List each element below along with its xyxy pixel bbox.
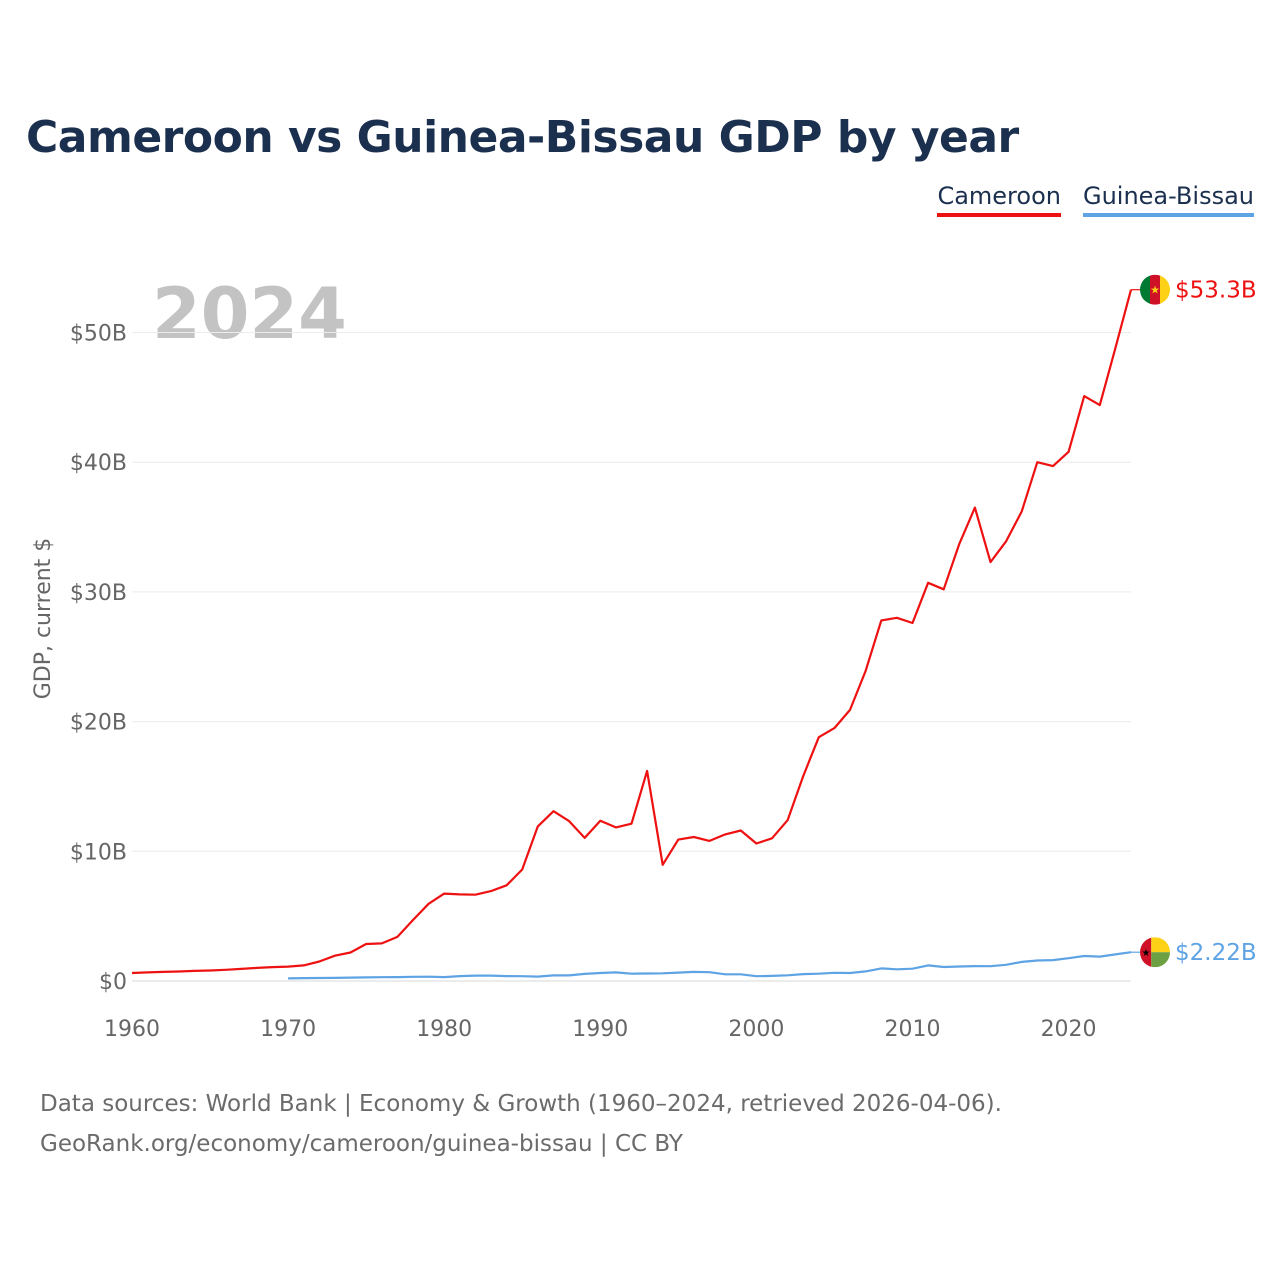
data-source-text: Data sources: World Bank | Economy & Gro…	[40, 1091, 1002, 1117]
source-url-text[interactable]: GeoRank.org/economy/cameroon/guinea-biss…	[40, 1131, 683, 1157]
y-tick-label: $20B	[70, 711, 127, 736]
x-tick-label: 1980	[416, 1017, 472, 1042]
year-watermark: 2024	[152, 273, 347, 355]
chart-title: Cameroon vs Guinea-Bissau GDP by year	[26, 112, 1019, 163]
x-tick-label: 2000	[728, 1017, 784, 1042]
series-line-guinea-bissau	[288, 951, 1132, 980]
x-tick-label: 1990	[572, 1017, 628, 1042]
guinea-bissau-flag-icon: ★	[1140, 937, 1170, 968]
footer: Data sources: World Bank | Economy & Gro…	[40, 1084, 1002, 1164]
end-value-label-cameroon: $53.3B	[1175, 278, 1257, 304]
y-tick-label: $30B	[70, 581, 127, 606]
y-tick-label: $10B	[70, 840, 127, 865]
svg-text:★: ★	[1150, 284, 1160, 297]
legend: Cameroon Guinea-Bissau	[937, 182, 1254, 217]
x-tick-label: 2020	[1041, 1017, 1097, 1042]
x-tick-label: 2010	[884, 1017, 940, 1042]
y-tick-label: $0	[99, 970, 127, 995]
svg-text:★: ★	[1142, 948, 1151, 959]
legend-item-guinea-bissau[interactable]: Guinea-Bissau	[1082, 182, 1254, 217]
end-value-label-guinea-bissau: $2.22B	[1175, 940, 1257, 966]
x-tick-label: 1970	[260, 1017, 316, 1042]
y-tick-label: $40B	[70, 451, 127, 476]
series-line-cameroon	[131, 289, 1133, 975]
y-tick-label: $50B	[70, 322, 127, 347]
legend-item-cameroon[interactable]: Cameroon	[937, 182, 1061, 217]
x-tick-label: 1960	[104, 1017, 160, 1042]
y-axis-label: GDP, current $	[31, 538, 56, 700]
cameroon-flag-icon: ★	[1140, 274, 1170, 305]
